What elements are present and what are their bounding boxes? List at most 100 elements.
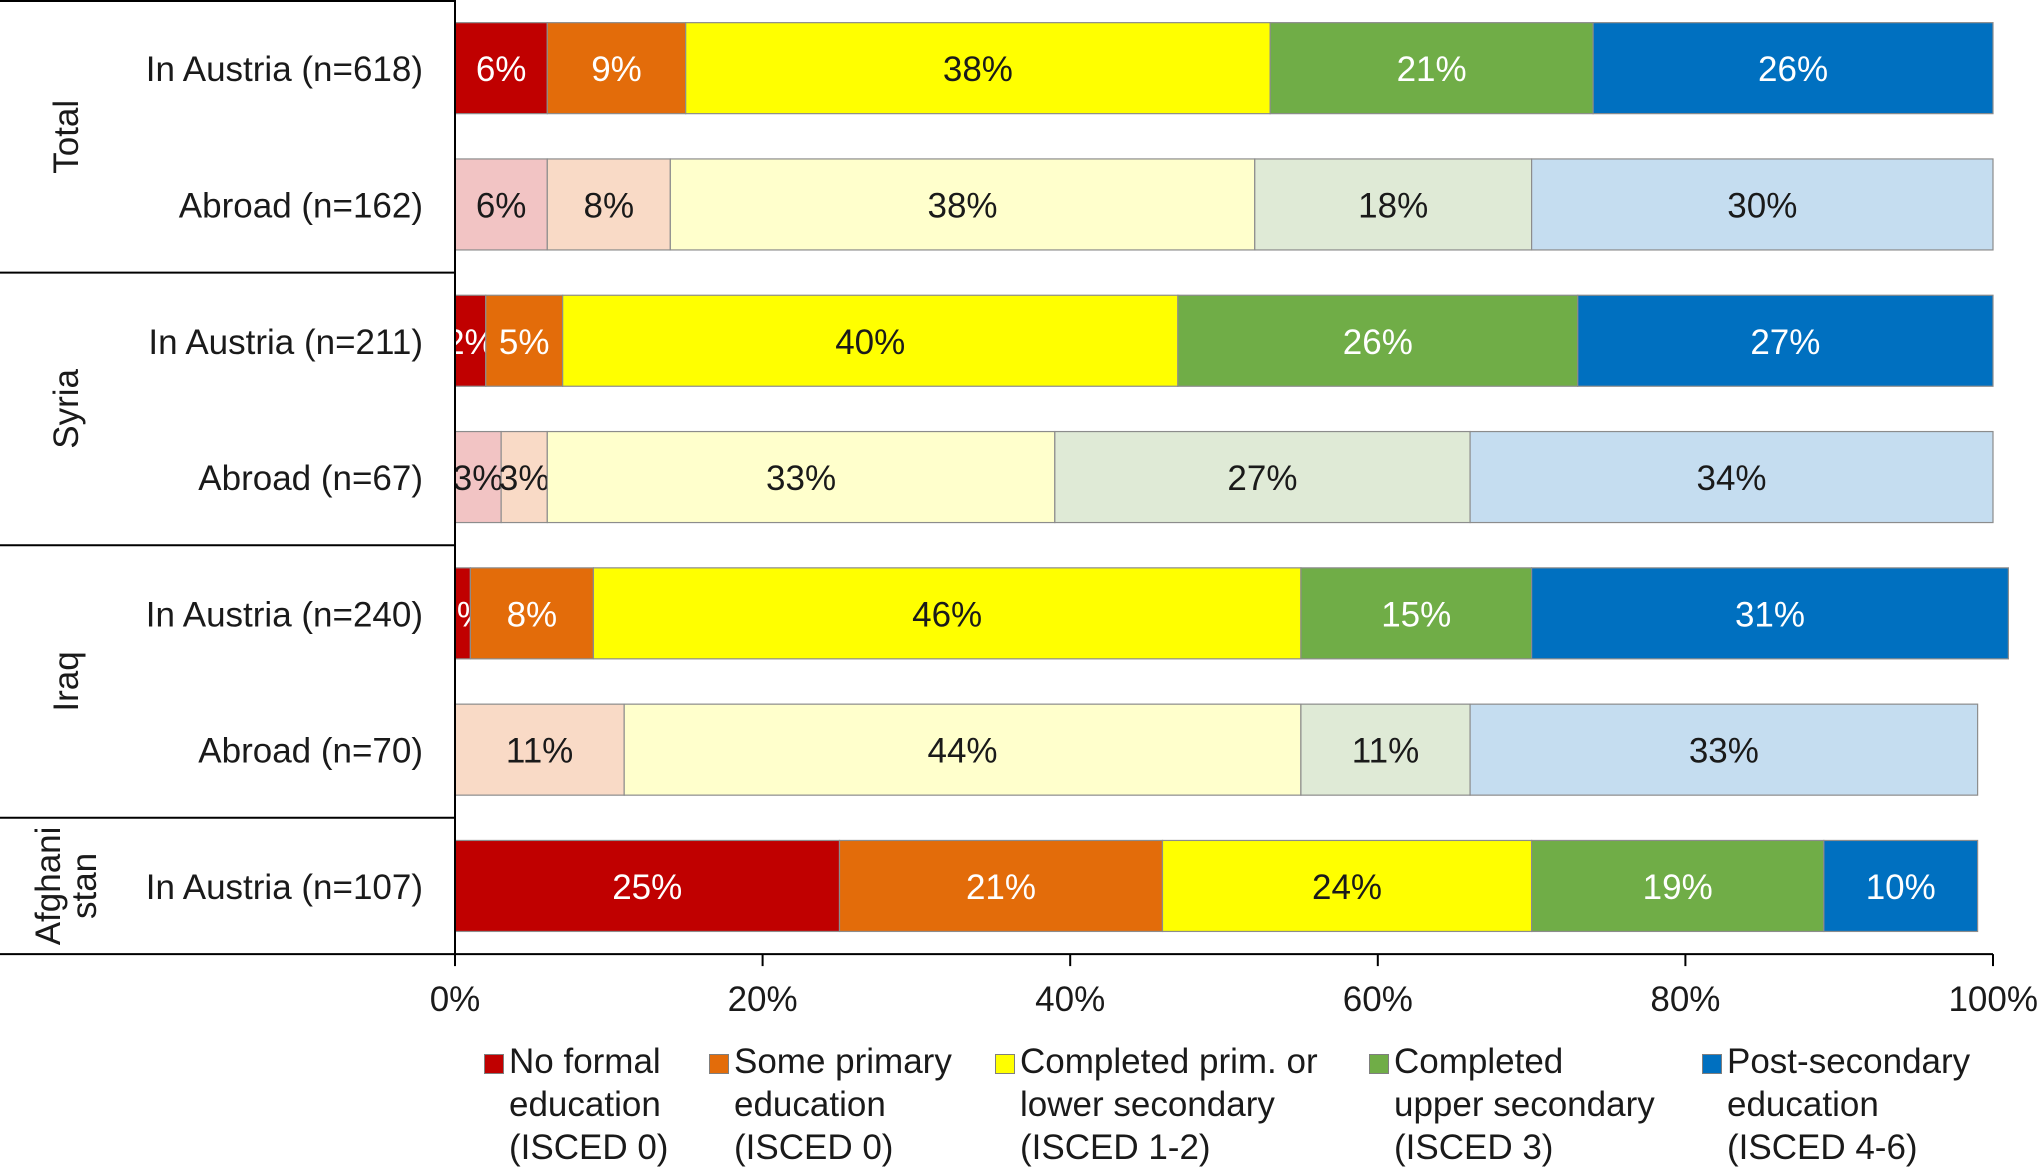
legend-item: Post-secondary education (ISCED 4-6) — [1702, 1040, 1970, 1169]
x-tick-label: 40% — [1035, 980, 1105, 1019]
bar-segment — [546, 158, 671, 251]
data-label: 8% — [584, 186, 635, 225]
legend-label: Completed upper secondary (ISCED 3) — [1394, 1040, 1655, 1169]
bar-segment — [454, 22, 548, 115]
data-label: 5% — [499, 323, 550, 362]
data-label: 25% — [612, 868, 682, 907]
data-label: 15% — [1381, 595, 1451, 634]
bar-segment — [1577, 294, 1994, 387]
bar-segment — [1054, 430, 1471, 524]
data-label: 38% — [943, 50, 1013, 89]
bar-segment — [1177, 294, 1579, 387]
bar-segment — [1592, 22, 1994, 115]
legend-label-line: Completed prim. or — [1020, 1042, 1318, 1081]
row-label: In Austria (n=240) — [146, 595, 423, 634]
legend-label: Completed prim. or lower secondary (ISCED … — [1020, 1040, 1318, 1169]
chart-legend: No formal education (ISCED 0) Some primary e… — [0, 1040, 2040, 1167]
bar-segment — [1161, 839, 1533, 933]
data-label: 30% — [1727, 186, 1797, 225]
row-label: In Austria (n=107) — [146, 868, 423, 907]
bar-segment — [469, 567, 595, 660]
bar-segment — [454, 158, 548, 251]
data-label: 33% — [1689, 732, 1759, 771]
group-label: Afghani — [29, 827, 68, 946]
legend-label-line: (ISCED 4-6) — [1727, 1128, 1918, 1167]
bar-segment — [1823, 839, 1979, 933]
bar-segment — [1300, 567, 1533, 660]
legend-label-line: (ISCED 0) — [734, 1128, 894, 1167]
x-tick-label: 0% — [430, 980, 481, 1019]
data-label: 19% — [1643, 868, 1713, 907]
data-label: 26% — [1343, 323, 1413, 362]
data-label: 26% — [1758, 50, 1828, 89]
data-label: 6% — [476, 50, 527, 89]
data-label: 3% — [453, 459, 504, 498]
row-label: Abroad (n=162) — [179, 186, 423, 225]
bar-segment — [454, 294, 487, 387]
data-label: 11% — [1352, 732, 1419, 771]
bar-segment — [454, 430, 502, 524]
data-label: 8% — [507, 595, 558, 634]
row-label: In Austria (n=618) — [146, 50, 423, 89]
bar-segment — [1300, 703, 1471, 796]
legend-label-line: No formal — [509, 1042, 661, 1081]
data-label: 38% — [928, 186, 998, 225]
legend-label-line: education — [509, 1085, 661, 1124]
bar-segment — [1254, 158, 1533, 251]
bar-segment — [1269, 22, 1594, 115]
legend-label: No formal education (ISCED 0) — [509, 1040, 668, 1169]
data-label: 10% — [1866, 868, 1936, 907]
row-label: In Austria (n=211) — [148, 323, 423, 362]
legend-label-line: Some primary — [734, 1042, 952, 1081]
data-label: 34% — [1697, 459, 1767, 498]
legend-swatch — [484, 1054, 504, 1074]
legend-swatch — [995, 1054, 1015, 1074]
data-label: 18% — [1358, 186, 1428, 225]
x-tick-label: 60% — [1343, 980, 1413, 1019]
legend-item: No formal education (ISCED 0) — [484, 1040, 668, 1169]
legend-item: Completed upper secondary (ISCED 3) — [1369, 1040, 1655, 1169]
group-label: Syria — [47, 368, 86, 448]
x-tick-label: 100% — [1948, 980, 2038, 1019]
data-label: 31% — [1735, 595, 1805, 634]
data-label: 3% — [499, 459, 550, 498]
bar-segment — [1530, 158, 1994, 251]
row-label: Abroad (n=67) — [198, 459, 423, 498]
group-label: Iraq — [47, 651, 86, 711]
legend-label-line: (ISCED 3) — [1394, 1128, 1554, 1167]
data-label: 46% — [912, 595, 982, 634]
data-label: 44% — [928, 732, 998, 771]
bar-segment — [1530, 567, 2009, 660]
legend-label: Post-secondary education (ISCED 4-6) — [1727, 1040, 1970, 1169]
legend-label-line: Post-secondary — [1727, 1042, 1971, 1081]
legend-label-line: lower secondary — [1020, 1085, 1275, 1124]
bar-segment — [1469, 430, 1994, 524]
legend-item: Completed prim. or lower secondary (ISCED … — [995, 1040, 1318, 1169]
bar-segment — [623, 703, 1302, 796]
legend-swatch — [709, 1054, 729, 1074]
group-label: stan — [65, 853, 104, 919]
data-label: 21% — [1397, 50, 1467, 89]
bar-segment — [546, 430, 1056, 524]
legend-swatch — [1702, 1054, 1722, 1074]
legend-label-line: upper secondary — [1394, 1085, 1655, 1124]
bar-segment — [685, 22, 1271, 115]
bar-segment — [546, 22, 687, 115]
data-label: 11% — [506, 732, 573, 771]
bar-segment — [1469, 703, 1979, 796]
bar-segment — [669, 158, 1256, 251]
x-tick-label: 80% — [1650, 980, 1720, 1019]
legend-label-line: education — [1727, 1085, 1879, 1124]
data-label: 27% — [1750, 323, 1820, 362]
legend-label-line: (ISCED 1-2) — [1020, 1128, 1211, 1167]
legend-label-line: (ISCED 0) — [509, 1128, 669, 1167]
bar-segment — [562, 294, 1179, 387]
legend-swatch — [1369, 1054, 1389, 1074]
x-tick-label: 20% — [728, 980, 798, 1019]
data-label: 6% — [476, 186, 527, 225]
data-label: 9% — [591, 50, 642, 89]
bar-segment — [500, 430, 548, 524]
data-label: 27% — [1227, 459, 1297, 498]
legend-label: Some primary education (ISCED 0) — [734, 1040, 952, 1169]
